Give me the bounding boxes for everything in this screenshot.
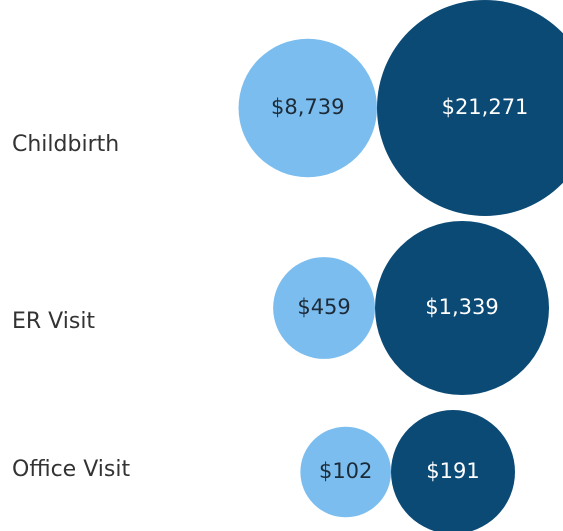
value-label: $459 [297, 295, 350, 319]
value-label: $21,271 [442, 95, 529, 119]
bubble [273, 257, 375, 359]
value-label: $8,739 [271, 95, 344, 119]
value-label: $1,339 [425, 295, 498, 319]
category-label: Childbirth [12, 132, 119, 157]
bubble [238, 38, 377, 178]
bubble [375, 221, 549, 395]
bubble [300, 426, 391, 518]
category-label: ER Visit [12, 309, 95, 334]
value-label: $191 [426, 459, 479, 483]
bubble [377, 0, 563, 216]
bubble [391, 410, 515, 531]
value-label: $102 [319, 459, 372, 483]
category-label: Office Visit [12, 457, 130, 482]
